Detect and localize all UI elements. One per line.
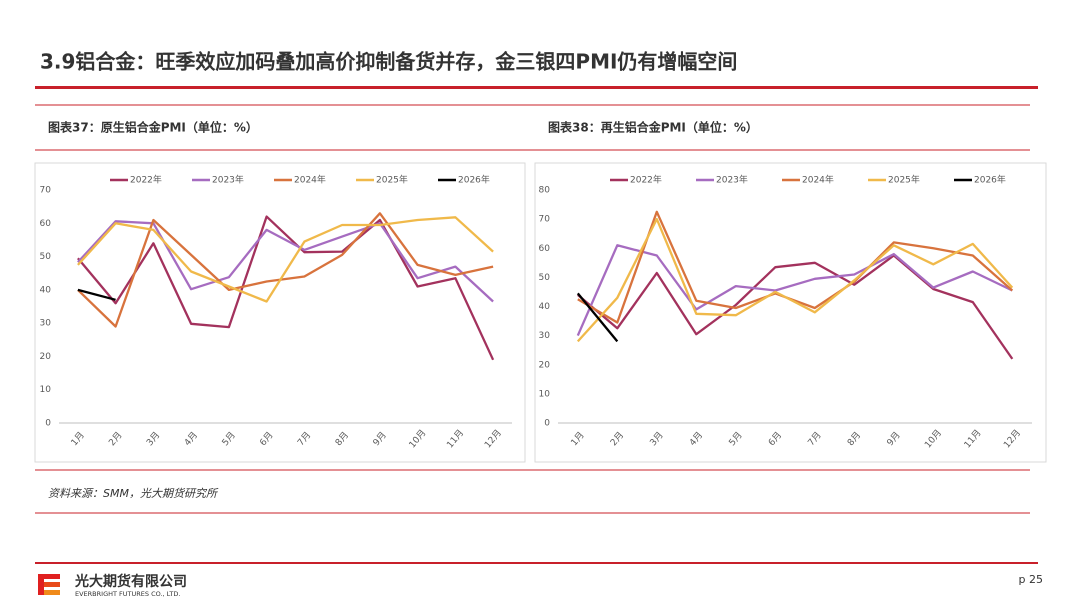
- y-tick-label: 30: [539, 331, 551, 341]
- series-line: [577, 210, 1014, 324]
- chart-caption: 图表37：原生铝合金PMI（单位：%）: [48, 120, 258, 135]
- x-tick-label: 5月: [727, 430, 745, 448]
- y-tick-label: 70: [40, 186, 52, 196]
- legend-label: 2024年: [294, 174, 326, 186]
- legend-label: 2024年: [802, 174, 834, 186]
- x-tick-label: 11月: [445, 428, 467, 451]
- legend-label: 2023年: [716, 174, 748, 186]
- x-tick-label: 9月: [371, 430, 389, 448]
- x-tick-label: 12月: [482, 428, 504, 451]
- y-tick-label: 70: [539, 215, 551, 225]
- chart-frame: [534, 162, 1047, 463]
- x-tick-label: 1月: [569, 430, 587, 448]
- legend-label: 2022年: [130, 174, 162, 186]
- y-tick-label: 40: [40, 285, 52, 295]
- legend-label: 2023年: [212, 174, 244, 186]
- x-tick-label: 1月: [69, 430, 87, 448]
- y-tick-label: 50: [40, 252, 52, 262]
- x-tick-label: 10月: [407, 428, 429, 451]
- y-tick-label: 80: [539, 186, 551, 196]
- series-line: [576, 244, 1013, 337]
- company-name-en: EVERBRIGHT FUTURES CO., LTD.: [75, 590, 180, 598]
- x-tick-label: 8月: [845, 430, 863, 448]
- y-tick-label: 10: [40, 385, 52, 395]
- y-tick-label: 60: [539, 244, 551, 254]
- legend-label: 2025年: [888, 174, 920, 186]
- legend-label: 2026年: [974, 174, 1006, 186]
- series-line: [576, 292, 619, 343]
- y-tick-label: 20: [539, 360, 551, 370]
- x-tick-label: 2月: [107, 430, 125, 448]
- x-tick-label: 9月: [885, 430, 903, 448]
- y-tick-label: 0: [544, 419, 550, 429]
- x-tick-label: 7月: [806, 430, 824, 448]
- series-line: [77, 216, 494, 303]
- legend-label: 2025年: [376, 174, 408, 186]
- y-tick-label: 10: [539, 389, 551, 399]
- title-rule: [35, 86, 1038, 89]
- y-tick-label: 60: [40, 219, 52, 229]
- chart-frame: [34, 162, 526, 463]
- y-tick-label: 20: [40, 352, 52, 362]
- y-tick-label: 0: [45, 419, 51, 429]
- legend-label: 2026年: [458, 174, 490, 186]
- x-tick-label: 6月: [766, 430, 784, 448]
- x-tick-label: 8月: [333, 430, 351, 448]
- x-tick-label: 11月: [962, 428, 984, 451]
- x-tick-label: 6月: [258, 430, 276, 448]
- series-line: [77, 288, 116, 301]
- y-tick-label: 40: [539, 302, 551, 312]
- series-line: [576, 217, 1014, 343]
- x-tick-label: 5月: [220, 430, 238, 448]
- x-tick-label: 3月: [144, 430, 162, 448]
- legend-label: 2022年: [630, 174, 662, 186]
- series-line: [77, 215, 495, 361]
- series-line: [77, 212, 494, 328]
- x-tick-label: 10月: [922, 428, 944, 451]
- x-tick-label: 7月: [295, 430, 313, 448]
- series-line: [577, 254, 1014, 360]
- y-tick-label: 50: [539, 273, 551, 283]
- slide-title: 3.9铝合金：旺季效应加码叠加高价抑制备货并存，金三银四PMI仍有增幅空间: [40, 50, 737, 74]
- x-tick-label: 3月: [648, 430, 666, 448]
- company-name: 光大期货有限公司: [74, 573, 187, 590]
- x-tick-label: 12月: [1001, 428, 1023, 451]
- source: 资料来源：SMM，光大期货研究所: [48, 487, 219, 500]
- x-tick-label: 2月: [608, 430, 626, 448]
- series-line: [77, 220, 494, 303]
- y-tick-label: 30: [40, 319, 52, 329]
- x-tick-label: 4月: [687, 430, 705, 448]
- footer-rule: [35, 562, 1038, 564]
- page-number: p 25: [1019, 573, 1043, 586]
- logo: [38, 574, 60, 595]
- x-tick-label: 4月: [182, 430, 200, 448]
- chart-caption: 图表38：再生铝合金PMI（单位：%）: [548, 120, 758, 135]
